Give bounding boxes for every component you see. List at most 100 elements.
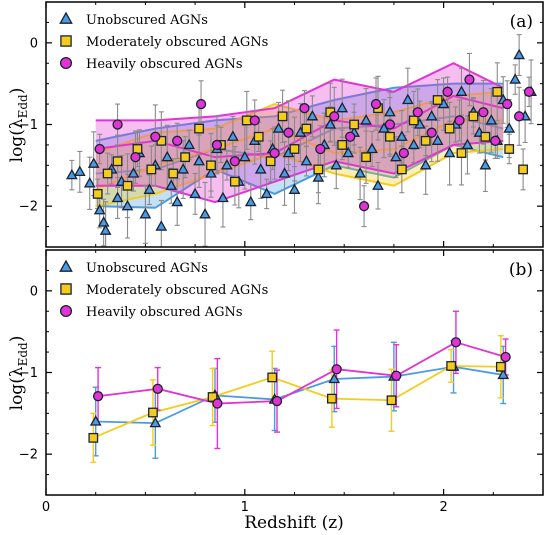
data-point (490, 135, 501, 146)
panel-a-legend: Unobscured AGNs Moderately obscured AGNs H… (59, 11, 268, 72)
data-point (349, 119, 360, 130)
data-point (461, 138, 474, 150)
data-point (229, 156, 241, 167)
data-point (324, 118, 337, 129)
panel-a-legend-label: Moderately obscured AGNs (86, 35, 268, 50)
series-line (97, 341, 506, 405)
data-point (360, 114, 372, 125)
panel-a-ytick-label: −1 (19, 118, 38, 133)
data-point (97, 216, 110, 227)
data-point (326, 393, 337, 404)
data-point (513, 111, 525, 122)
data-point (102, 168, 113, 179)
data-point (442, 86, 453, 97)
data-point (315, 143, 326, 155)
data-point (408, 115, 419, 126)
data-point (478, 107, 489, 118)
data-point (480, 131, 491, 142)
data-point (194, 123, 204, 134)
data-point (456, 148, 467, 158)
data-point (502, 98, 513, 110)
data-point (444, 123, 455, 134)
data-point (212, 398, 223, 409)
data-point (503, 122, 516, 133)
data-point (94, 143, 105, 155)
data-point (177, 163, 190, 174)
data-point (130, 152, 141, 163)
data-point (99, 224, 112, 235)
data-point (336, 101, 349, 113)
data-point (205, 167, 217, 178)
data-point (189, 187, 201, 199)
data-point (289, 144, 300, 154)
data-point (446, 361, 457, 371)
data-point (313, 164, 324, 175)
data-point (65, 168, 78, 180)
data-point (244, 195, 257, 207)
data-point (366, 142, 378, 154)
data-point (337, 140, 348, 150)
panel-a-frame (45, 1, 544, 248)
data-point (492, 86, 503, 97)
panel-b-ylabel: log(λEdd) (7, 336, 30, 411)
data-point (342, 146, 355, 158)
data-point (121, 199, 134, 211)
data-point (329, 111, 340, 122)
data-point (425, 110, 438, 121)
panel-a-legend-label: Heavily obscured AGNs (86, 57, 243, 72)
panel-b-ytick-label: −1 (19, 366, 38, 381)
data-point (87, 157, 100, 168)
data-point (513, 48, 526, 60)
data-point (419, 159, 432, 170)
panel-b-legend-label: Unobscured AGNs (86, 261, 208, 276)
data-point (384, 105, 396, 117)
panel-b-legend-marker (60, 283, 72, 295)
data-point (249, 115, 260, 126)
data-point (278, 167, 291, 178)
data-point (407, 138, 420, 150)
data-point (146, 164, 157, 175)
data-point (523, 86, 535, 97)
data-point (150, 131, 161, 142)
panel-a-legend-marker (59, 56, 73, 70)
data-point (92, 391, 104, 402)
panel-a-tag: (a) (510, 12, 533, 32)
panel-a-data-points (65, 34, 537, 247)
panel-b-legend-label: Moderately obscured AGNs (86, 283, 268, 298)
data-point (372, 179, 384, 190)
data-point (391, 370, 402, 381)
data-point (254, 163, 267, 174)
panel-b-xtick-label: 2 (439, 500, 447, 515)
data-point (269, 147, 280, 159)
data-point (267, 372, 278, 383)
data-point (464, 74, 475, 85)
panel-b-xlabel: Redshift (z) (244, 513, 344, 533)
data-point (390, 150, 402, 162)
data-point (454, 115, 465, 126)
data-point (253, 131, 264, 142)
data-point (207, 392, 218, 402)
data-point (238, 150, 251, 162)
data-point (330, 159, 343, 170)
panel-b-tag: (b) (509, 260, 533, 280)
panel-a-legend-label: Unobscured AGNs (86, 13, 208, 28)
data-point (479, 159, 492, 170)
data-point (180, 152, 191, 163)
data-point (112, 119, 123, 130)
data-point (312, 171, 325, 182)
panel-b-xtick-label: 0 (42, 500, 50, 515)
data-point (172, 135, 183, 146)
data-point (152, 383, 163, 394)
data-point (93, 203, 106, 215)
data-point (497, 368, 510, 380)
data-point (92, 189, 103, 199)
data-point (401, 93, 414, 105)
data-point (358, 201, 370, 212)
data-point (431, 134, 444, 145)
data-point (485, 114, 498, 125)
data-point (265, 156, 276, 167)
panel-a: 0 −1 −2 Unobscured AGNs Moderately obscured… (7, 1, 544, 248)
data-point (83, 176, 96, 188)
data-point (331, 364, 342, 375)
